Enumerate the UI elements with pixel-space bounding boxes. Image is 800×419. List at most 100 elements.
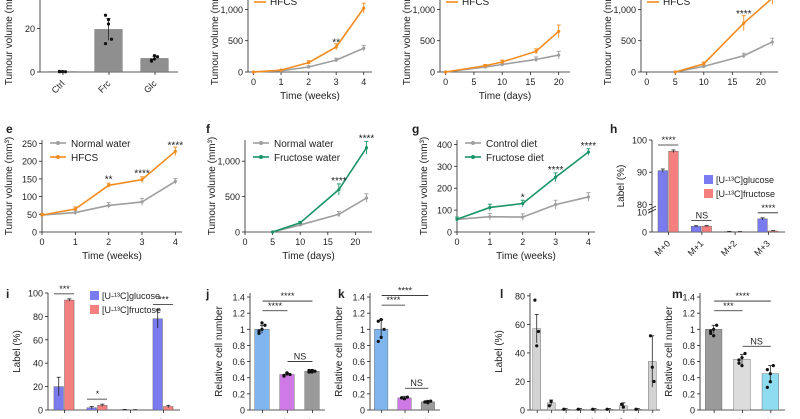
data-point: [307, 61, 311, 65]
bar: [64, 299, 75, 411]
data-point: [534, 57, 538, 62]
data-point: [334, 58, 338, 62]
x-tick-label: 2: [106, 237, 111, 247]
x-tick-label: 10: [497, 77, 507, 87]
panel-label: f: [206, 122, 211, 136]
data-point: [337, 212, 341, 216]
data-point: [376, 339, 380, 344]
y-tick-label: 0: [690, 406, 695, 416]
panel-label: i: [6, 287, 9, 301]
data-point: [429, 399, 433, 403]
axis-break: [647, 208, 657, 214]
significance-label: NS: [750, 336, 763, 346]
y-tick-label: 0.6: [682, 357, 695, 367]
significance-label: ****: [398, 285, 413, 295]
data-point: [650, 365, 654, 369]
series-normal-water: [251, 44, 366, 74]
data-point: [251, 70, 256, 74]
y-tick-label: 60: [33, 335, 43, 345]
y-tick-label: 1.2: [232, 309, 245, 319]
data-point: [533, 298, 537, 302]
data-point: [362, 46, 366, 50]
y-tick-label: 100: [22, 192, 37, 202]
data-point: [376, 319, 380, 323]
bar: [691, 226, 702, 233]
y-tick-label: 1: [690, 325, 695, 335]
y-tick-label: 80: [515, 291, 525, 301]
x-tick-label: 5: [471, 77, 476, 87]
data-point: [648, 334, 653, 338]
legend-swatch: [90, 291, 99, 300]
significance-label: ***: [158, 294, 169, 304]
data-point: [109, 37, 114, 41]
panel-b: 0 500 1,000 0 1 2 3 4 Time (weeks) Tumour volume …: [210, 0, 372, 102]
legend-marker: [471, 155, 475, 159]
data-point: [288, 372, 292, 377]
significance-label: *: [521, 192, 525, 203]
x-tick-label: 1: [487, 237, 492, 247]
legend-marker: [56, 141, 60, 145]
data-point: [173, 149, 177, 153]
legend-label: HFCS: [663, 0, 691, 8]
data-point: [279, 68, 283, 72]
x-tick-label: Frc: [96, 78, 113, 95]
y-tick-label: 0.8: [682, 341, 695, 351]
x-tick-label: 4: [361, 77, 366, 87]
data-point: [770, 40, 774, 44]
y-axis-title: Tumour volume (mm³): [402, 0, 413, 85]
data-point: [337, 187, 341, 192]
y-tick-label: 0.4: [352, 373, 365, 383]
data-point: [364, 196, 369, 200]
data-point: [742, 54, 746, 58]
data-point: [379, 335, 383, 339]
legend-marker: [259, 141, 263, 145]
x-tick-label: 15: [323, 237, 333, 247]
y-tick-label: 500: [621, 36, 636, 46]
bar: [668, 151, 679, 233]
significance-label: ****: [735, 291, 750, 301]
bar: [304, 371, 320, 411]
legend-swatch: [704, 175, 713, 184]
y-tick-label: 1.4: [682, 293, 695, 303]
data-point: [73, 210, 77, 215]
data-point: [271, 230, 275, 234]
panel-label: g: [412, 122, 419, 136]
legend-label: Normal water: [71, 139, 131, 150]
x-tick-label: 3: [334, 77, 339, 87]
data-point: [140, 178, 144, 182]
data-point: [740, 364, 744, 368]
y-tick-label: 0: [240, 406, 245, 416]
significance-label: ****: [736, 9, 752, 20]
legend-label: HFCS: [270, 0, 298, 8]
legend-swatch: [704, 189, 713, 198]
y-tick-label: 1,000: [613, 5, 636, 15]
y-tick-label: 50: [27, 210, 37, 220]
data-point: [444, 70, 448, 74]
significance-label: ***: [723, 301, 734, 311]
panel-label: m: [672, 287, 683, 301]
data-point: [400, 396, 404, 400]
data-point: [709, 329, 713, 333]
legend-label: Control diet: [486, 139, 537, 150]
data-point: [576, 407, 580, 411]
significance-label: NS: [696, 211, 709, 221]
series-hfcs: [40, 146, 178, 217]
significance-label: ****: [359, 134, 375, 145]
y-tick-label: 500: [420, 36, 435, 46]
x-tick-label: M+1: [686, 238, 706, 258]
data-point: [634, 407, 638, 411]
bar: [757, 218, 768, 233]
y-axis-title: Relative cell number: [334, 306, 345, 397]
legend-label: [U-¹³C]fructose: [102, 305, 161, 315]
data-point: [405, 395, 409, 399]
panel-m: 0 0.2 0.4 0.6 0.8 1 1.2 1.4 Relative cell number…: [664, 287, 785, 419]
bar: [705, 329, 723, 411]
y-tick-label: 0: [520, 406, 525, 416]
significance-label: *: [96, 389, 100, 399]
y-tick-label: 20: [515, 377, 525, 387]
x-tick-label: 0: [39, 237, 44, 247]
y-axis-title: Relative cell number: [664, 306, 675, 397]
data-point: [60, 69, 65, 74]
data-point: [103, 42, 108, 46]
